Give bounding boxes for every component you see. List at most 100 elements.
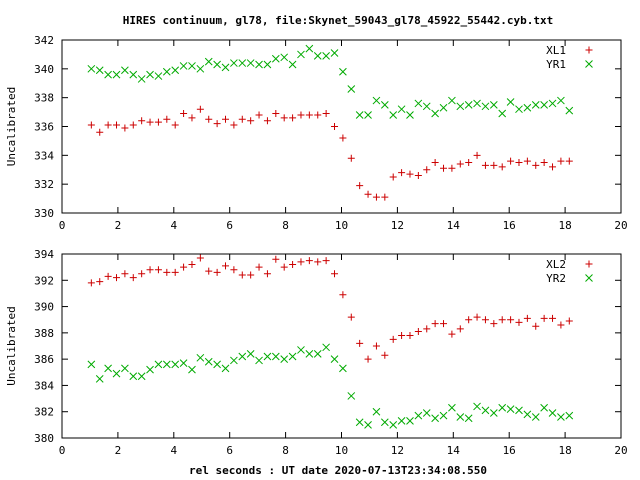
- top-xl1-point: [129, 121, 137, 129]
- bottom-yr2-point: [481, 406, 490, 415]
- bottom-xl2-point: [230, 266, 238, 274]
- bottom-xl2-point: [532, 322, 540, 330]
- bottom-legend-label-xl2: XL2: [546, 258, 566, 271]
- top-y-axis-label: Uncalibrated: [5, 87, 18, 166]
- bottom-yr2-point: [339, 364, 347, 373]
- bottom-y-axis-label: Uncalibrated: [5, 306, 18, 385]
- bottom-yr2-point: [87, 360, 96, 369]
- top-yr1-point: [146, 70, 154, 79]
- bottom-xl2-point: [255, 263, 263, 271]
- bottom-yr2-point: [121, 364, 129, 373]
- bottom-yr2-point: [230, 356, 238, 365]
- bottom-x-tick-label: 6: [226, 444, 233, 457]
- bottom-yr2-point: [112, 369, 121, 378]
- top-yr1-point: [297, 50, 305, 59]
- bottom-yr2-point: [146, 365, 154, 374]
- top-x-tick-label: 10: [335, 219, 348, 232]
- top-xl1-point: [247, 117, 255, 125]
- bottom-yr2-point: [397, 417, 406, 425]
- top-yr1-point: [95, 66, 104, 75]
- bottom-yr2-point: [540, 403, 548, 412]
- top-xl1-point: [171, 121, 179, 129]
- bottom-xl2-point: [129, 274, 137, 282]
- bottom-yr2-point: [406, 417, 414, 425]
- x-axis-label: rel seconds : UT date 2020-07-13T23:34:0…: [189, 464, 487, 477]
- top-xl1-point: [163, 115, 171, 123]
- bottom-yr2-point: [213, 360, 221, 369]
- bottom-x-tick-label: 20: [614, 444, 627, 457]
- bottom-xl2-point: [540, 314, 548, 322]
- bottom-yr2-point: [473, 402, 481, 411]
- top-xl1-point: [465, 159, 473, 167]
- top-yr1-point: [288, 60, 297, 69]
- top-yr1-point: [104, 70, 112, 79]
- top-yr1-point: [464, 101, 473, 109]
- bottom-y-tick-label: 388: [34, 327, 54, 340]
- top-xl1-point: [515, 159, 523, 167]
- top-x-tick-label: 12: [391, 219, 404, 232]
- bottom-xl2-point: [238, 271, 246, 279]
- top-yr1-point: [271, 54, 280, 63]
- top-xl1-point: [180, 110, 188, 118]
- top-xl1-point: [96, 128, 104, 136]
- top-yr1-point: [548, 99, 557, 108]
- bottom-yr2-point: [162, 360, 171, 369]
- bottom-yr2-point: [372, 407, 381, 416]
- top-xl1-point: [154, 118, 162, 126]
- top-plot-panel: 330 332 334 336 338 340 342 0 2 4 6 8 10 12 14 16 18 20 Un…: [5, 34, 628, 232]
- top-x-tick-label: 2: [115, 219, 122, 232]
- top-yr1-point: [498, 109, 507, 118]
- top-yr1-point: [540, 101, 548, 109]
- top-xl1-point: [331, 123, 339, 130]
- top-xl1-point: [272, 110, 280, 118]
- top-xl1-point: [205, 115, 213, 123]
- top-xl1-point: [146, 118, 154, 126]
- top-xl1-point: [456, 160, 464, 168]
- bottom-xl2-point: [305, 257, 313, 265]
- bottom-yr2-point: [154, 360, 163, 369]
- bottom-xl2-point: [104, 272, 112, 280]
- top-xl1-point: [255, 111, 263, 119]
- bottom-xl2-point: [448, 330, 456, 338]
- bottom-plot-panel: 380 382 384 386 388 390 392 394 0 2 4 6 8 10 12 14 16 18 2…: [5, 248, 628, 457]
- top-xl1-point: [213, 120, 221, 128]
- bottom-xl2-point: [171, 268, 179, 276]
- bottom-xl2-point: [289, 261, 297, 269]
- bottom-xl2-point: [247, 271, 255, 279]
- bottom-xl2-point: [322, 257, 330, 265]
- top-y-tick-label: 342: [34, 34, 54, 47]
- bottom-yr2-point: [171, 360, 180, 369]
- bottom-xl2-point: [339, 291, 347, 299]
- top-legend-marker-yr1: [585, 60, 593, 68]
- bottom-legend-marker-xl2: [585, 260, 593, 268]
- bottom-xl2-point: [222, 262, 230, 270]
- top-yr1-point: [372, 96, 381, 105]
- bottom-series-xl2: [87, 254, 573, 363]
- top-yr1-point: [171, 66, 180, 75]
- bottom-yr2-point: [557, 413, 565, 421]
- top-xl1-point: [113, 121, 121, 129]
- bottom-plot-frame: [61, 253, 622, 439]
- bottom-xl2-point: [364, 355, 372, 363]
- top-xl1-point: [230, 121, 238, 129]
- top-xl1-point: [238, 115, 246, 123]
- bottom-yr2-point: [548, 409, 557, 417]
- top-xl1-point: [532, 161, 540, 169]
- top-xl1-point: [431, 159, 439, 167]
- top-xl1-point: [364, 190, 372, 198]
- bottom-xl2-point: [146, 266, 154, 274]
- bottom-series-yr2: [87, 343, 574, 429]
- bottom-yr2-point: [280, 355, 289, 363]
- top-y-tick-label: 334: [34, 149, 54, 162]
- top-yr1-point: [204, 57, 213, 66]
- bottom-xl2-point: [113, 274, 121, 282]
- bottom-x-tick-label: 12: [391, 444, 404, 457]
- bottom-xl2-point: [272, 255, 280, 263]
- bottom-y-tick-label: 392: [34, 274, 54, 287]
- bottom-xl2-point: [389, 335, 397, 343]
- bottom-yr2-point: [355, 418, 364, 427]
- bottom-yr2-point: [179, 359, 188, 367]
- top-xl1-point: [440, 164, 448, 172]
- top-xl1-point: [87, 121, 95, 129]
